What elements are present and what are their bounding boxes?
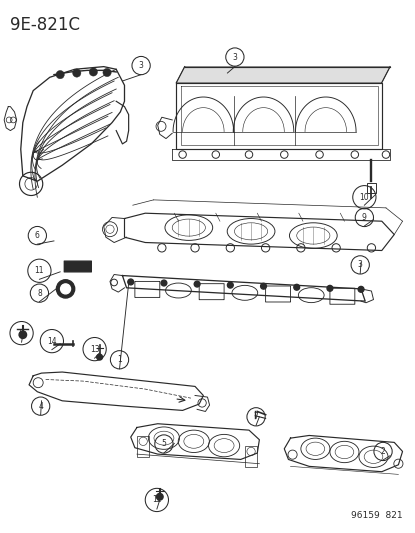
Text: 13: 13: [90, 345, 100, 353]
Text: 15: 15: [17, 329, 27, 337]
Text: 8: 8: [37, 289, 42, 297]
Text: 10: 10: [359, 193, 369, 201]
FancyBboxPatch shape: [64, 261, 91, 272]
Circle shape: [156, 494, 163, 500]
Circle shape: [56, 280, 75, 298]
Polygon shape: [176, 67, 390, 83]
Text: 3: 3: [139, 61, 144, 70]
Circle shape: [161, 280, 167, 286]
Circle shape: [89, 68, 98, 76]
Circle shape: [97, 354, 103, 360]
Text: 5: 5: [161, 440, 166, 448]
Text: 9E-821C: 9E-821C: [10, 16, 81, 34]
Text: 9: 9: [362, 213, 367, 222]
Text: 3: 3: [358, 261, 363, 269]
Text: 3: 3: [232, 53, 237, 61]
Text: 2: 2: [381, 447, 386, 456]
Circle shape: [227, 282, 233, 288]
Text: 1: 1: [117, 356, 122, 364]
Circle shape: [103, 68, 111, 77]
Circle shape: [261, 284, 266, 289]
Circle shape: [19, 331, 27, 338]
Circle shape: [56, 70, 64, 79]
Circle shape: [327, 286, 333, 291]
Text: 6: 6: [35, 231, 40, 240]
Text: 11: 11: [35, 266, 44, 275]
Circle shape: [61, 284, 71, 294]
Text: 12: 12: [152, 496, 161, 504]
Text: 7: 7: [254, 413, 259, 421]
Circle shape: [194, 281, 200, 287]
Text: 14: 14: [47, 337, 57, 345]
Text: 96159  821: 96159 821: [351, 511, 403, 520]
Circle shape: [294, 285, 300, 290]
Circle shape: [73, 69, 81, 77]
Text: 4: 4: [38, 402, 43, 410]
Circle shape: [358, 286, 364, 292]
Circle shape: [128, 279, 134, 285]
